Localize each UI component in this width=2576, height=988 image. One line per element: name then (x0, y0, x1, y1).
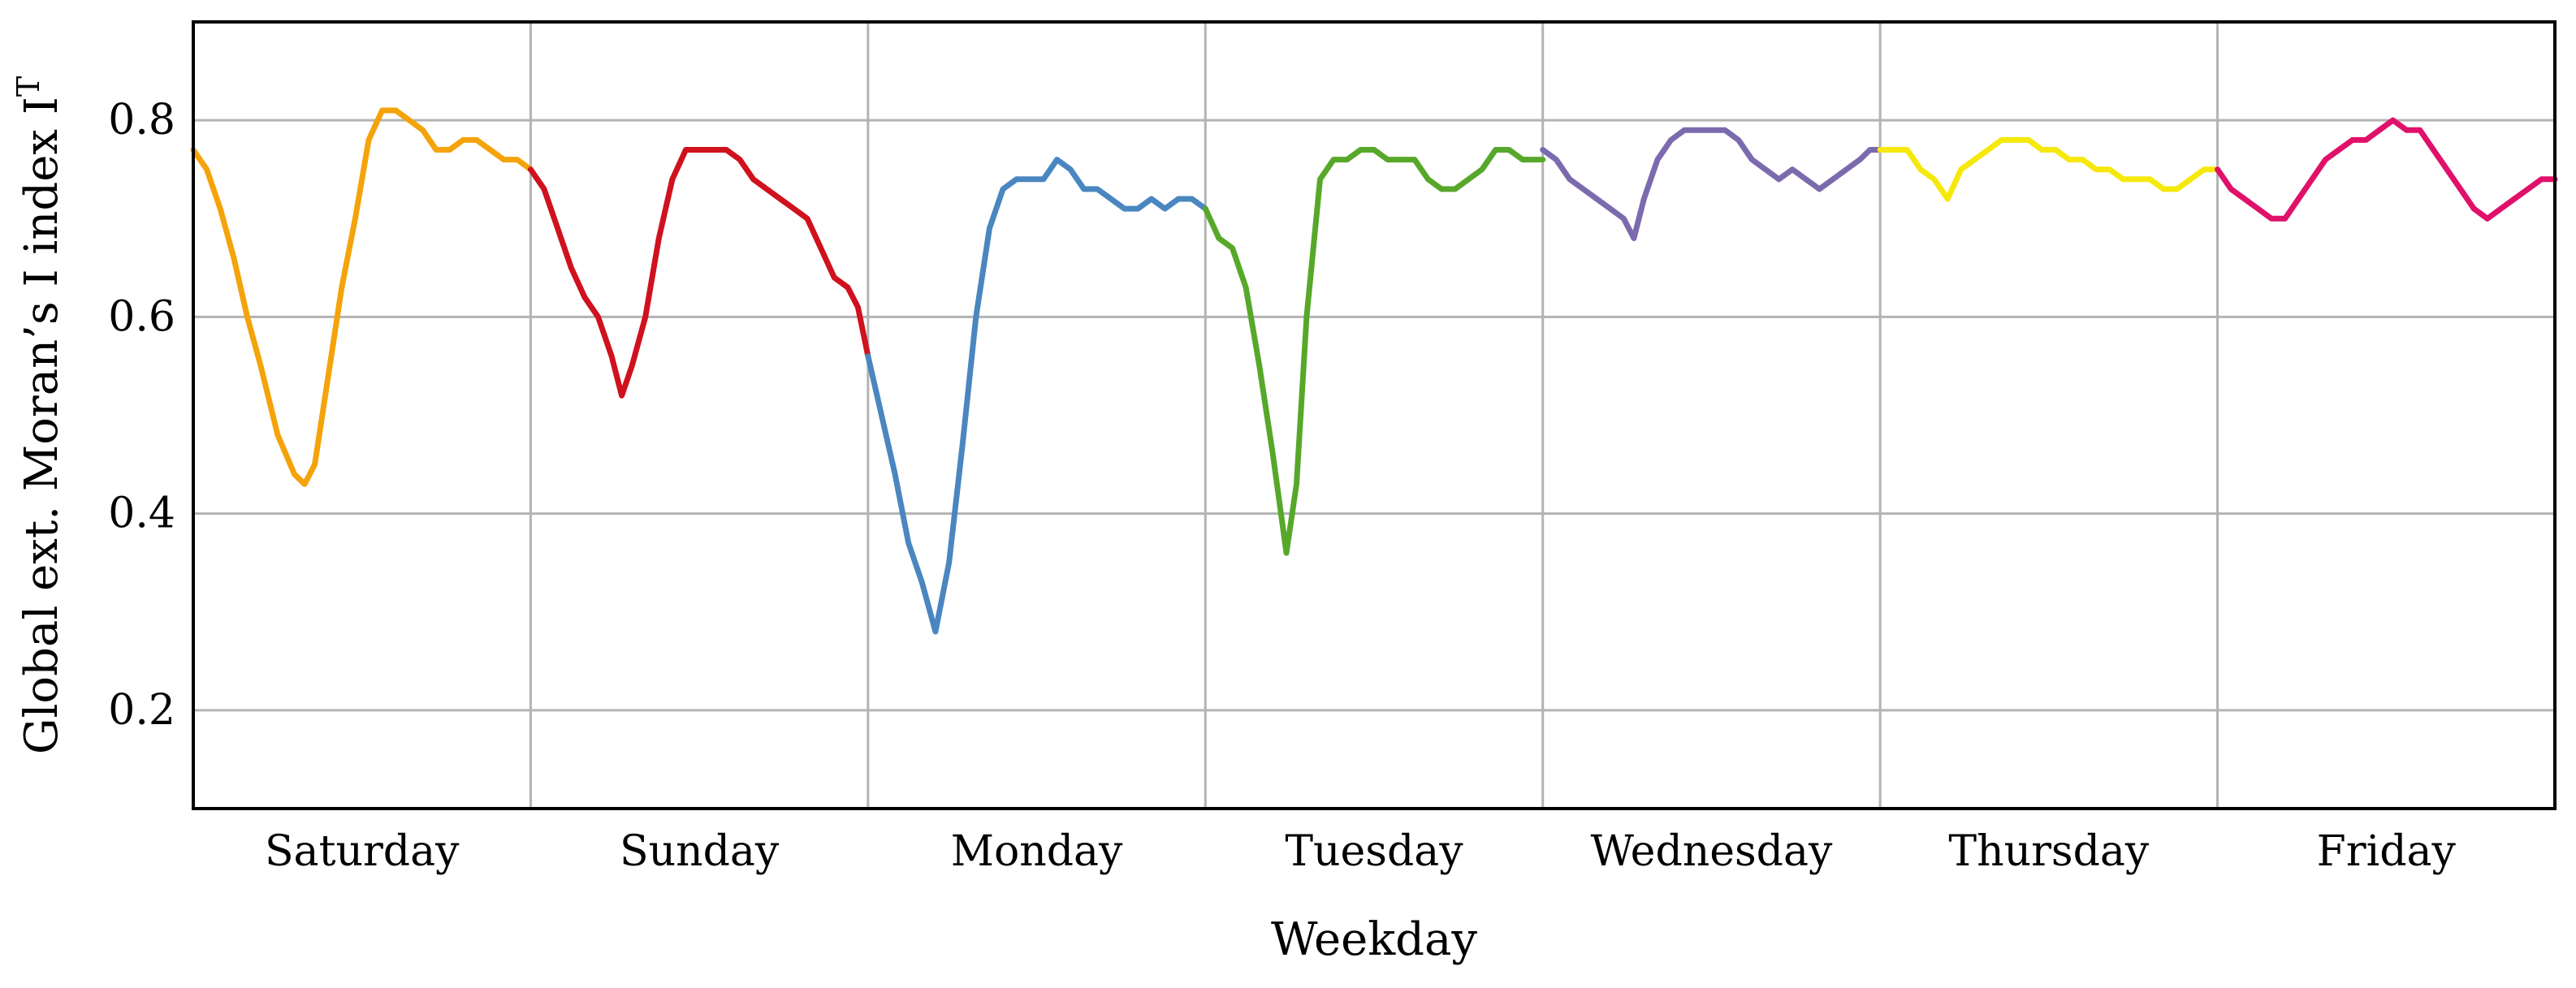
plot-frame (192, 20, 2557, 810)
y-axis-title: Global ext. Moran’s I index IT (11, 76, 68, 755)
x-tick-label-sunday: Sunday (620, 827, 780, 876)
x-tick-label-thursday: Thursday (1948, 827, 2149, 876)
series-line-thursday (1877, 136, 2221, 202)
y-tick-label: 0.4 (108, 490, 175, 538)
y-axis-title-superscript: T (11, 76, 46, 97)
y-axis-title-main: Global ext. Moran’s I index I (15, 97, 68, 754)
series-line-tuesday (1202, 147, 1546, 556)
series-line-friday (2215, 117, 2558, 222)
x-tick-labels: Saturday Sunday Monday Tuesday Wednesday Thur… (265, 827, 2457, 876)
series-line-saturday (190, 107, 534, 487)
y-tick-label: 0.2 (108, 686, 175, 735)
x-tick-label-monday: Monday (951, 827, 1123, 876)
x-tick-label-friday: Friday (2317, 827, 2457, 876)
y-tick-label: 0.8 (108, 96, 175, 145)
x-tick-label-wednesday: Wednesday (1590, 827, 1833, 876)
series-line-wednesday (1540, 127, 1883, 241)
y-tick-labels: 0.2 0.4 0.6 0.8 (108, 96, 175, 735)
x-tick-label-saturday: Saturday (265, 827, 460, 876)
series-line-sunday (527, 147, 871, 399)
series-group (190, 107, 2558, 635)
x-tick-label-tuesday: Tuesday (1285, 827, 1463, 876)
series-line-monday (865, 157, 1208, 635)
y-tick-label: 0.6 (108, 292, 175, 341)
y-axis-title-group: Global ext. Moran’s I index IT (11, 76, 68, 755)
x-axis-title: Weekday (1271, 913, 1477, 966)
